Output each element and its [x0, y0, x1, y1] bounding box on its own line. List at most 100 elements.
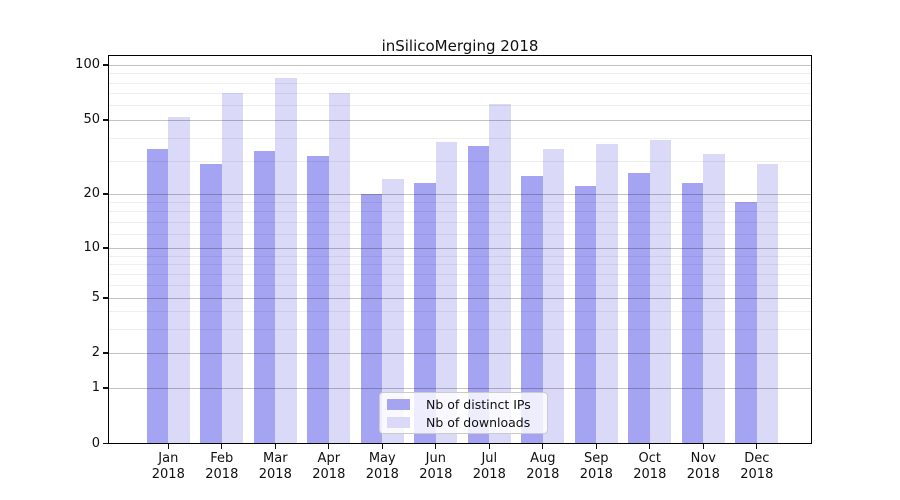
bar-distinct-ips-mar — [253, 151, 276, 444]
x-tick — [381, 443, 383, 449]
minor-gridline — [109, 93, 811, 95]
major-gridline — [109, 298, 811, 299]
x-tick-label: Dec 2018 — [727, 451, 787, 484]
y-tick-label: 100 — [75, 57, 100, 72]
bar-distinct-ips-apr — [307, 156, 329, 444]
bar-downloads-oct — [649, 140, 672, 444]
bar-downloads-aug — [542, 148, 565, 444]
bar-downloads-nov — [703, 153, 725, 444]
bar-distinct-ips-jul — [467, 146, 490, 444]
minor-gridline — [109, 161, 811, 163]
x-tick-year: 2018 — [740, 467, 774, 482]
y-tick-label: 10 — [83, 239, 100, 255]
bar-downloads-mar — [275, 77, 297, 444]
bar-downloads-apr — [328, 93, 351, 444]
minor-gridline — [109, 202, 811, 204]
x-tick-year: 2018 — [205, 467, 239, 482]
chart-title: inSilicoMerging 2018 — [381, 37, 539, 55]
y-tick — [102, 297, 108, 299]
major-gridline — [109, 353, 811, 355]
x-tick — [542, 443, 544, 449]
x-tick — [595, 443, 597, 449]
bar-distinct-ips-jun — [414, 182, 436, 444]
bar-downloads-dec — [756, 163, 779, 444]
bar-distinct-ips-jan — [146, 148, 169, 444]
minor-gridline — [109, 264, 811, 266]
x-tick-year: 2018 — [419, 467, 453, 482]
minor-gridline — [109, 273, 811, 275]
x-tick-label: Nov 2018 — [673, 451, 733, 484]
chart-legend: Nb of distinct IPs Nb of downloads — [379, 392, 548, 434]
minor-gridline — [109, 105, 811, 107]
major-gridline — [109, 247, 811, 249]
x-tick — [756, 443, 758, 449]
x-tick — [702, 443, 704, 449]
y-tick — [102, 247, 108, 249]
legend-row-downloads: Nb of downloads — [387, 415, 547, 430]
x-tick-year: 2018 — [579, 467, 613, 482]
y-tick-label: 1 — [91, 380, 100, 396]
legend-label-distinct-ips: Nb of distinct IPs — [426, 396, 531, 412]
bar-downloads-jan — [168, 116, 190, 444]
y-tick-label: 5 — [91, 290, 100, 305]
x-tick-label: Feb 2018 — [192, 451, 252, 484]
y-tick — [102, 64, 108, 66]
bar-downloads-feb — [221, 93, 244, 444]
minor-gridline — [109, 233, 811, 235]
bar-distinct-ips-may — [360, 194, 383, 444]
major-gridline — [109, 388, 811, 390]
y-tick — [102, 119, 108, 121]
y-tick-label: 0 — [91, 435, 100, 451]
x-tick-year: 2018 — [258, 467, 292, 482]
x-tick — [435, 443, 437, 449]
legend-label-downloads: Nb of downloads — [426, 414, 531, 430]
bar-distinct-ips-sep — [574, 186, 597, 444]
minor-gridline — [109, 255, 811, 257]
bar-distinct-ips-feb — [200, 163, 222, 444]
x-tick-label: Jan 2018 — [138, 451, 198, 484]
major-gridline — [109, 119, 811, 121]
x-tick-year: 2018 — [151, 467, 185, 482]
minor-gridline — [109, 221, 811, 223]
x-tick-label: Apr 2018 — [299, 451, 359, 484]
bar-distinct-ips-dec — [735, 202, 757, 444]
legend-row-distinct-ips: Nb of distinct IPs — [387, 397, 547, 412]
minor-gridline — [109, 82, 811, 84]
x-tick-label: May 2018 — [352, 451, 412, 484]
x-tick — [221, 443, 223, 449]
x-tick-label: Aug 2018 — [513, 451, 573, 484]
bar-downloads-jul — [489, 104, 511, 444]
x-tick — [328, 443, 330, 449]
bar-distinct-ips-oct — [628, 172, 650, 444]
x-tick-label: Sep 2018 — [566, 451, 626, 484]
x-tick — [274, 443, 276, 449]
y-tick — [102, 387, 108, 389]
minor-gridline — [109, 311, 811, 313]
x-tick-year: 2018 — [472, 467, 506, 482]
x-tick — [488, 443, 490, 449]
x-tick-label: Jun 2018 — [406, 451, 466, 484]
x-tick — [167, 443, 169, 449]
x-tick-label: Oct 2018 — [620, 451, 680, 484]
bar-distinct-ips-aug — [521, 175, 543, 444]
y-tick — [102, 193, 108, 195]
y-tick-label: 20 — [83, 186, 100, 202]
x-tick-year: 2018 — [686, 467, 720, 482]
y-tick — [102, 442, 108, 445]
major-gridline — [109, 65, 811, 66]
x-tick-label: Mar 2018 — [245, 451, 305, 484]
minor-gridline — [109, 328, 811, 330]
y-tick-label: 2 — [91, 345, 100, 361]
bar-downloads-jun — [435, 142, 458, 444]
x-tick-year: 2018 — [312, 467, 346, 482]
legend-swatch-downloads — [387, 416, 410, 428]
major-gridline — [109, 194, 811, 196]
bar-downloads-may — [382, 179, 404, 444]
minor-gridline — [109, 211, 811, 213]
x-tick — [649, 443, 651, 449]
